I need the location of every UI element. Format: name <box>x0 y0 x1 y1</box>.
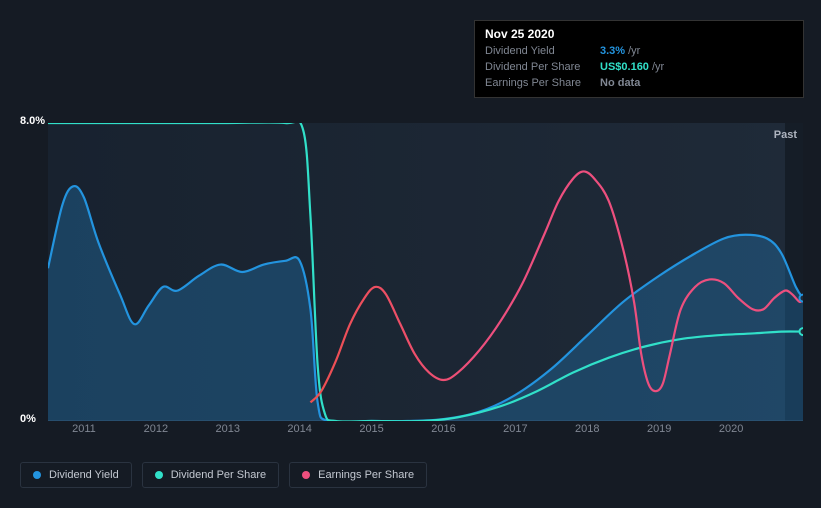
x-axis-tick: 2019 <box>647 423 671 435</box>
past-label: Past <box>774 129 797 141</box>
tooltip-date: Nov 25 2020 <box>485 27 793 41</box>
legend-label: Dividend Yield <box>49 469 119 481</box>
legend-item-dividend-yield[interactable]: Dividend Yield <box>20 462 132 488</box>
legend-item-dividend-per-share[interactable]: Dividend Per Share <box>142 462 279 488</box>
tooltip-label: Dividend Yield <box>485 43 600 59</box>
x-axis-tick: 2011 <box>72 423 96 435</box>
chart-legend: Dividend Yield Dividend Per Share Earnings… <box>20 462 427 488</box>
end-marker-dividend-yield <box>800 295 804 302</box>
tooltip-value: 3.3% <box>600 43 625 59</box>
legend-dot <box>302 471 310 479</box>
hover-tooltip: Nov 25 2020 Dividend Yield3.3%/yrDividen… <box>474 20 804 98</box>
tooltip-value: US$0.160 <box>600 59 649 75</box>
dividend-chart: 8.0% 0% Past 2011 2012 2013 2014 2015 2016 2017… <box>18 105 803 450</box>
tooltip-value: No data <box>600 75 640 91</box>
tooltip-unit: /yr <box>652 59 664 75</box>
tooltip-label: Earnings Per Share <box>485 75 600 91</box>
x-axis-tick: 2014 <box>287 423 311 435</box>
x-axis-tick: 2012 <box>144 423 168 435</box>
tooltip-unit: /yr <box>628 43 640 59</box>
x-axis-tick: 2017 <box>503 423 527 435</box>
y-axis-label: 0% <box>20 413 36 425</box>
end-marker-dividend-per-share <box>800 328 804 335</box>
legend-label: Dividend Per Share <box>171 469 266 481</box>
plot-area[interactable]: Past <box>48 123 803 421</box>
legend-label: Earnings Per Share <box>318 469 414 481</box>
legend-dot <box>155 471 163 479</box>
x-axis: 2011 2012 2013 2014 2015 2016 2017 2018 2019 2020 <box>48 423 803 443</box>
y-axis-label: 8.0% <box>20 115 45 127</box>
x-axis-tick: 2020 <box>719 423 743 435</box>
x-axis-tick: 2018 <box>575 423 599 435</box>
legend-item-earnings-per-share[interactable]: Earnings Per Share <box>289 462 427 488</box>
x-axis-tick: 2016 <box>431 423 455 435</box>
x-axis-tick: 2013 <box>216 423 240 435</box>
legend-dot <box>33 471 41 479</box>
tooltip-label: Dividend Per Share <box>485 59 600 75</box>
tooltip-row: Dividend Yield3.3%/yr <box>485 43 793 59</box>
tooltip-row: Earnings Per ShareNo data <box>485 75 793 91</box>
tooltip-row: Dividend Per ShareUS$0.160/yr <box>485 59 793 75</box>
x-axis-tick: 2015 <box>359 423 383 435</box>
